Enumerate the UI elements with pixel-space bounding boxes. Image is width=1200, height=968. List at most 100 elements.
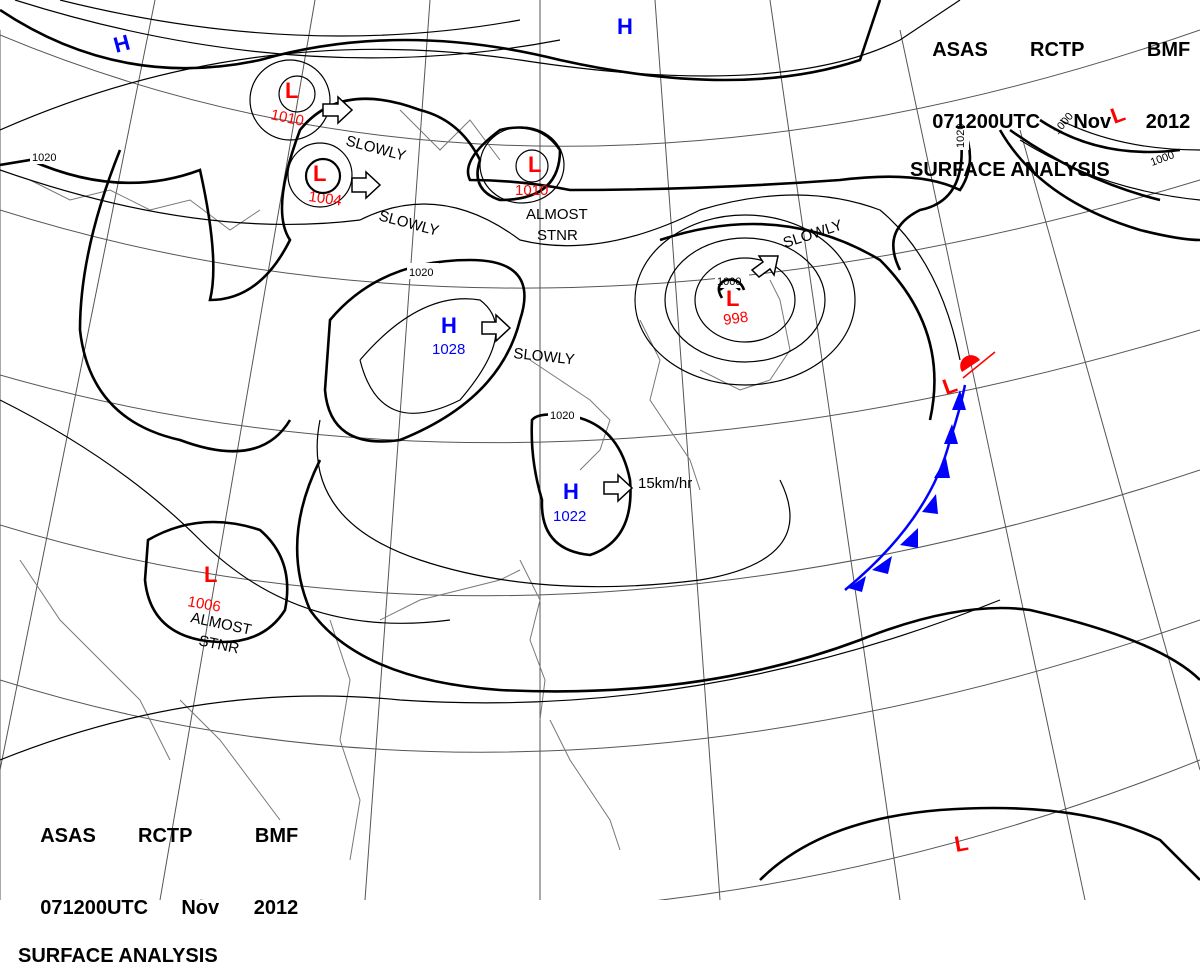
header-chart-type: BMF	[254, 825, 299, 847]
low-center-rings	[278, 75, 746, 299]
coastline	[639, 319, 701, 491]
cold-front-triangle	[952, 390, 966, 410]
cold-front-triangle	[848, 576, 866, 592]
isobar-label-bg	[548, 406, 580, 422]
isobar	[1059, 119, 1200, 151]
parallel	[0, 179, 1200, 289]
warm-front-line	[962, 351, 996, 379]
coastline	[29, 179, 261, 231]
isobar-label-bg	[30, 148, 62, 164]
low-pressure-marker: L	[204, 562, 217, 587]
header-title: SURFACE ANALYSIS	[910, 159, 1110, 181]
high-pressure-marker: H	[563, 479, 579, 504]
low-pressure-marker: L	[726, 286, 739, 311]
isobar	[892, 129, 963, 271]
isobar	[14, 0, 561, 59]
motion-arrow	[750, 255, 779, 278]
high-pressure-marker: H	[617, 14, 633, 39]
header-center: RCTP	[138, 825, 193, 847]
cold-front	[844, 384, 967, 592]
isobar	[1039, 118, 1181, 154]
isobar	[634, 214, 856, 386]
high-pressure-marker: H	[441, 313, 457, 338]
motion-arrow	[351, 170, 382, 200]
isobar	[0, 97, 972, 302]
graticule	[0, 0, 1200, 900]
header-chart-type: BMF	[1146, 39, 1191, 61]
isobar-label: 1020	[32, 152, 56, 164]
isobar-label: 1020	[409, 267, 433, 279]
cold-front-triangle	[922, 494, 938, 514]
isobar	[659, 222, 936, 421]
meridian	[364, 0, 431, 900]
header-year: 2012	[1145, 111, 1191, 133]
isobar	[278, 75, 316, 113]
low-pressure-value: 1010	[515, 182, 548, 199]
isobar	[78, 149, 292, 453]
warm-front	[960, 351, 996, 379]
isobar-label-bg	[407, 263, 439, 279]
isobar	[664, 237, 826, 363]
coastline	[179, 699, 281, 821]
meridian	[654, 0, 721, 900]
isobar-label-bg	[953, 116, 969, 150]
motion-arrows	[322, 95, 779, 503]
meridian	[0, 0, 156, 771]
header-line: 071200UTC Nov 2012	[18, 872, 298, 944]
isobar	[1019, 139, 1200, 201]
isobar	[759, 806, 1200, 881]
parallel	[0, 329, 1200, 444]
high-pressure-value: 1028	[432, 341, 465, 358]
isobar	[515, 149, 549, 183]
isobar-label: 1020	[955, 124, 967, 148]
low-pressure-value: 998	[722, 309, 749, 329]
isobar	[304, 157, 342, 195]
isobar	[717, 278, 746, 299]
isobar	[287, 142, 353, 208]
isobar-label: 1000	[717, 276, 741, 288]
isobar	[0, 599, 1001, 761]
motion-label: 15km/hr	[638, 475, 692, 492]
motion-arrow	[322, 95, 354, 125]
header-title: SURFACE ANALYSIS	[18, 945, 218, 967]
high-pressure-marker: H	[111, 30, 133, 58]
thick-isobars	[0, 0, 1200, 881]
weather-map: 1020 1020 1020 1020 1000 1000 1000 SLOWL…	[0, 0, 1200, 900]
isobar	[0, 0, 961, 131]
isobar	[1009, 128, 1161, 202]
header-top: ASAS RCTP BMF 071200UTC Nov 2012 SURFACE ANA…	[910, 14, 1190, 182]
parallel	[0, 619, 1200, 753]
meridian	[1019, 129, 1200, 771]
low-pressure-marker: L	[528, 152, 541, 177]
parallel	[0, 469, 1200, 597]
isobar	[249, 59, 331, 141]
isobar	[295, 459, 1200, 693]
header-bottom: ASAS RCTP BMF 071200UTC Nov 2012 SURFACE ANA…	[18, 800, 298, 968]
header-line: ASAS RCTP BMF	[18, 800, 298, 872]
header-month: Nov	[1073, 111, 1112, 133]
isobar	[143, 520, 289, 644]
thin-isobars	[0, 0, 1200, 761]
low-pressure-value: 1004	[307, 188, 342, 209]
coastlines	[19, 109, 791, 861]
header-line: ASAS RCTP BMF	[910, 14, 1190, 86]
motion-label: SLOWLY	[513, 345, 576, 368]
isobar	[359, 298, 497, 414]
motion-label: STNR	[537, 227, 578, 244]
cold-front-triangle	[872, 556, 892, 574]
coastline	[399, 109, 501, 161]
isobar	[694, 257, 796, 343]
low-pressure-marker: L	[285, 78, 298, 103]
meridian	[899, 29, 1086, 900]
header-product: ASAS	[932, 39, 988, 61]
isobar	[0, 169, 961, 361]
coastline	[519, 559, 546, 721]
header-center: RCTP	[1030, 39, 1085, 61]
header-time: 071200UTC	[932, 111, 1041, 133]
low-pressure-marker: L	[953, 830, 971, 857]
coastline	[529, 359, 611, 471]
low-pressure-value: 1006	[186, 593, 222, 616]
coastline	[329, 619, 361, 861]
parallel	[200, 759, 1200, 900]
coastline	[549, 719, 621, 851]
